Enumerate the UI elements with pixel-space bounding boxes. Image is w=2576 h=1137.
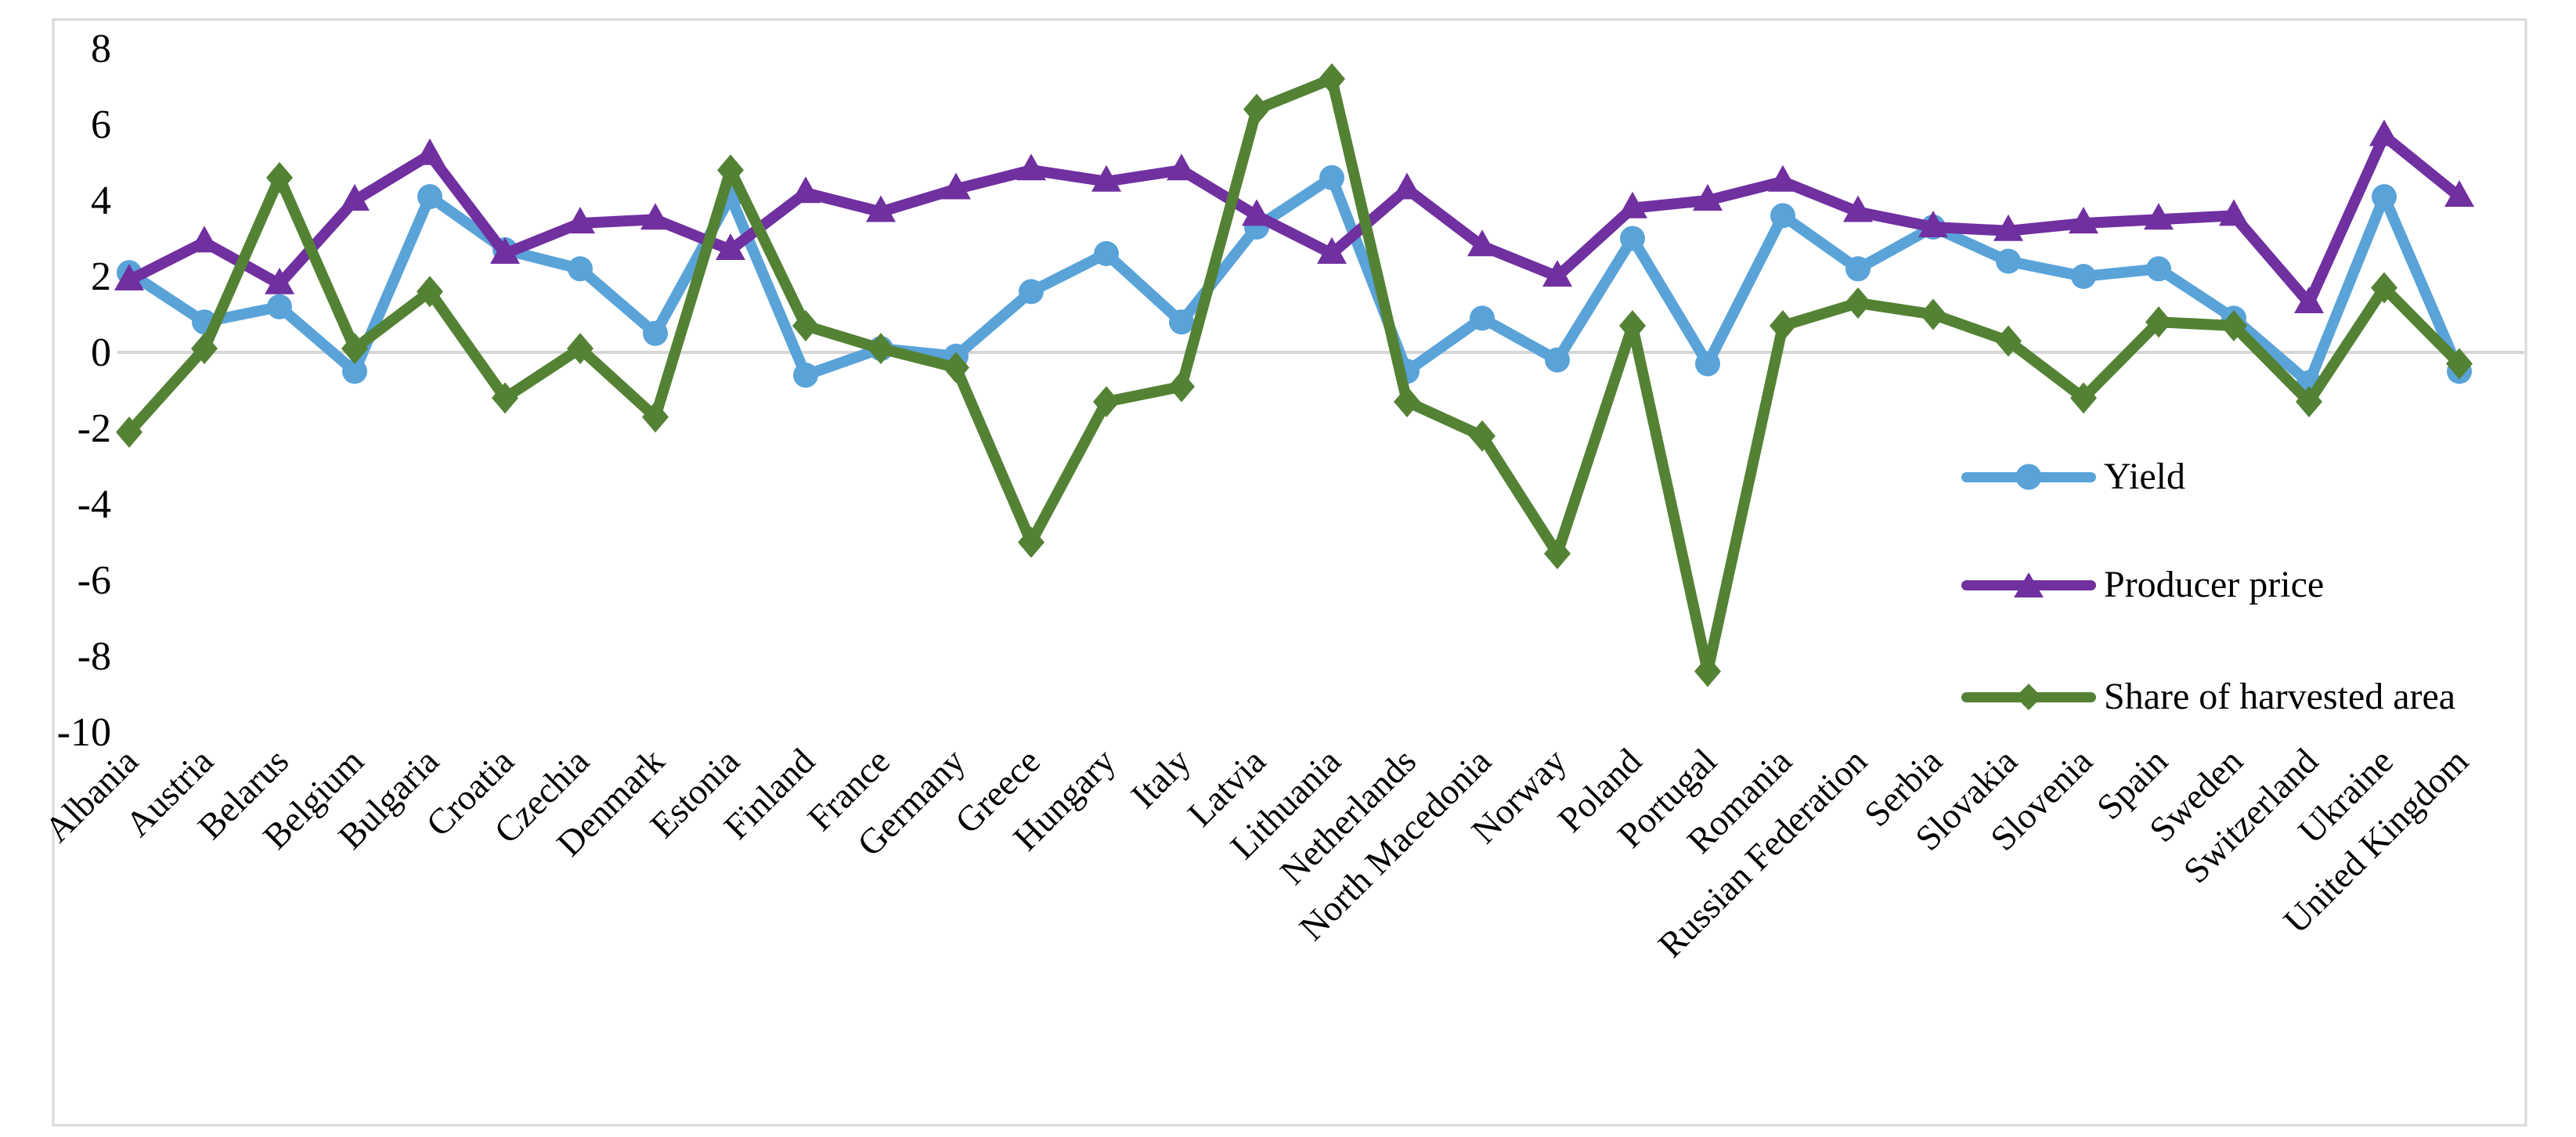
marker-circle-italy — [1169, 309, 1194, 335]
marker-diamond-croatia — [492, 382, 518, 414]
marker-triangle-italy — [1167, 153, 1196, 181]
marker-triangle-slovenia — [2069, 207, 2098, 234]
marker-triangle-norway — [1542, 260, 1572, 287]
marker-circle-spain — [2146, 256, 2171, 282]
marker-diamond-slovenia — [2070, 382, 2097, 414]
marker-circle-poland — [1620, 226, 1645, 251]
marker-diamond-albania — [116, 416, 143, 448]
marker-diamond-lithuania — [1319, 63, 1345, 95]
marker-triangle-slovakia — [1993, 214, 2023, 241]
series-line-share-of-harvested-area — [124, 73, 2465, 677]
marker-circle-belgium — [342, 359, 367, 384]
marker-circle-czechia — [568, 256, 593, 282]
marker-diamond-portugal — [1694, 655, 1721, 688]
marker-diamond-czechia — [567, 333, 593, 365]
marker-circle-bulgaria — [417, 184, 442, 210]
marker-triangle-albania — [114, 263, 144, 291]
marker-circle-greece — [1019, 279, 1044, 305]
series-line-producer-price — [124, 130, 2465, 309]
marker-circle-lithuania — [1319, 164, 1344, 190]
marker-diamond-estonia — [717, 154, 744, 186]
marker-circle-belarus — [267, 294, 292, 319]
marker-triangle-greece — [1016, 153, 1046, 181]
marker-triangle-latvia — [1242, 199, 1272, 226]
marker-diamond-italy — [1168, 370, 1195, 402]
marker-diamond-belgium — [341, 333, 368, 365]
marker-triangle-austria — [189, 226, 219, 253]
marker-triangle-hungary — [1091, 164, 1121, 192]
marker-triangle-sweden — [2219, 199, 2249, 226]
marker-circle-russian-federation — [1845, 256, 1871, 282]
marker-circle-portugal — [1695, 351, 1720, 377]
y-axis-tick-label: 0 — [91, 330, 111, 375]
marker-diamond-denmark — [642, 401, 669, 433]
marker-circle-finland — [793, 363, 818, 388]
y-axis-tick-label: -6 — [78, 558, 111, 603]
y-axis-tick-label: 4 — [91, 179, 111, 223]
marker-triangle-bulgaria — [415, 138, 445, 165]
marker-diamond-spain — [2145, 306, 2172, 338]
marker-triangle-united-kingdom — [2444, 180, 2474, 208]
marker-diamond-austria — [191, 333, 218, 365]
marker-circle-romania — [1770, 203, 1795, 229]
marker-diamond-ukraine — [2371, 272, 2397, 304]
marker-diamond-slovakia — [1995, 325, 2022, 357]
y-axis-tick-label: -10 — [57, 710, 111, 755]
marker-circle-denmark — [643, 320, 668, 346]
marker-diamond-north-macedonia — [1469, 420, 1495, 452]
marker-triangle-romania — [1768, 164, 1798, 192]
marker-triangle-croatia — [490, 236, 520, 264]
y-axis-tick-label: -2 — [78, 406, 111, 451]
marker-diamond-finland — [792, 310, 819, 342]
marker-diamond-serbia — [1920, 298, 1946, 330]
marker-triangle-poland — [1618, 191, 1647, 218]
marker-triangle-netherlands — [1392, 172, 1422, 200]
marker-diamond-bulgaria — [417, 276, 443, 308]
marker-circle-slovenia — [2071, 264, 2096, 289]
marker-circle-ukraine — [2372, 184, 2397, 210]
marker-triangle-lithuania — [1317, 236, 1347, 264]
marker-diamond-switzerland — [2296, 386, 2322, 418]
marker-diamond-sweden — [2221, 310, 2247, 342]
marker-circle-hungary — [1094, 240, 1119, 266]
marker-triangle-germany — [941, 172, 971, 200]
marker-diamond-hungary — [1093, 386, 1120, 418]
marker-diamond-united-kingdom — [2446, 348, 2473, 380]
marker-circle-norway — [1545, 347, 1570, 373]
marker-diamond-belarus — [266, 161, 293, 193]
y-axis-tick-label: 2 — [91, 254, 111, 299]
marker-triangle-belarus — [265, 267, 294, 294]
y-axis-tick-label: -4 — [78, 482, 111, 527]
marker-triangle-france — [866, 195, 896, 222]
y-axis-tick-label: 6 — [91, 103, 111, 147]
marker-triangle-spain — [2144, 203, 2174, 230]
marker-diamond-netherlands — [1394, 386, 1420, 418]
marker-triangle-portugal — [1693, 184, 1723, 211]
marker-diamond-romania — [1770, 310, 1796, 342]
marker-circle-north-macedonia — [1470, 305, 1495, 331]
marker-triangle-ukraine — [2369, 119, 2399, 146]
marker-diamond-latvia — [1243, 93, 1270, 125]
marker-diamond-germany — [943, 352, 969, 384]
y-axis-tick-label: 8 — [91, 27, 111, 71]
marker-triangle-czechia — [565, 207, 595, 234]
marker-diamond-france — [868, 333, 894, 365]
marker-diamond-greece — [1018, 526, 1044, 558]
marker-triangle-serbia — [1918, 210, 1948, 237]
marker-triangle-finland — [791, 176, 821, 204]
marker-diamond-norway — [1544, 538, 1571, 570]
marker-circle-slovakia — [1996, 248, 2021, 274]
marker-triangle-russian-federation — [1843, 195, 1873, 222]
marker-triangle-belgium — [340, 184, 370, 211]
marker-diamond-russian-federation — [1845, 287, 1871, 319]
marker-diamond-poland — [1619, 310, 1646, 342]
marker-triangle-denmark — [640, 203, 670, 230]
marker-triangle-north-macedonia — [1467, 229, 1497, 257]
chart-frame — [52, 18, 2527, 1127]
y-axis-tick-label: -8 — [78, 634, 111, 679]
marker-triangle-estonia — [716, 233, 745, 261]
marker-triangle-switzerland — [2294, 286, 2324, 313]
